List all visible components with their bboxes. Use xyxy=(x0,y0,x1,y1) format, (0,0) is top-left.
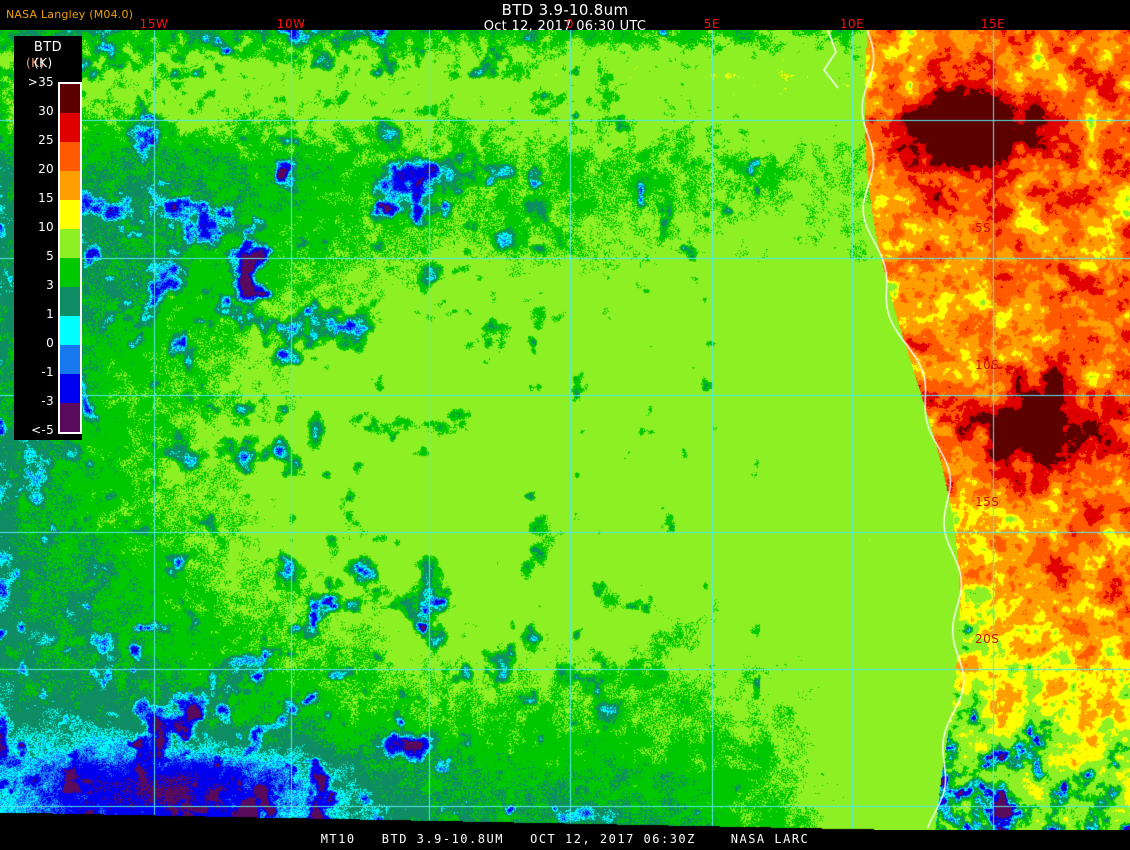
map-canvas-container xyxy=(0,30,1130,830)
colorbar-swatch xyxy=(60,345,80,374)
latitude-label: 20S xyxy=(975,632,1000,646)
longitude-label: 5E xyxy=(703,17,721,31)
colorbar-swatch xyxy=(60,142,80,171)
colorbar-tick-label: -1 xyxy=(41,365,54,379)
colorbar-tick-label: <-5 xyxy=(31,423,54,437)
agency-tag: NASA Langley (M04.0) xyxy=(6,8,134,21)
colorbar-tick-label: 15 xyxy=(38,191,54,205)
colorbar-swatch xyxy=(60,287,80,316)
footer-bar: MT10 BTD 3.9-10.8UM OCT 12, 2017 06:30Z … xyxy=(0,830,1130,850)
colorbar-unit: (K) xyxy=(34,56,53,70)
colorbar-tick-label: >35 xyxy=(27,75,54,89)
longitude-label: 15W xyxy=(139,17,169,31)
colorbar-swatch xyxy=(60,403,80,432)
colorbar-swatch xyxy=(60,171,80,200)
colorbar-swatch xyxy=(60,113,80,142)
colorbar-tick-label: 0 xyxy=(46,336,54,350)
latitude-label: 5S xyxy=(975,221,992,235)
colorbar-tick-label: 1 xyxy=(46,307,54,321)
colorbar-gradient xyxy=(58,82,82,434)
colorbar-tick-group: >35 30 25 20 15 10 5 3 1 0 -1 -3 <-5 xyxy=(14,75,56,437)
colorbar-tick-label: 20 xyxy=(38,162,54,176)
colorbar-swatch xyxy=(60,258,80,287)
longitude-label: 10E xyxy=(839,17,865,31)
longitude-label: 0 xyxy=(565,17,575,31)
colorbar-swatch xyxy=(60,200,80,229)
colorbar-swatch xyxy=(60,374,80,403)
colorbar-unit-shadow: (K) xyxy=(26,56,45,70)
colorbar-swatch xyxy=(60,229,80,258)
colorbar-tick-label: 30 xyxy=(38,104,54,118)
longitude-label: 10W xyxy=(276,17,306,31)
colorbar-tick-label: 5 xyxy=(46,249,54,263)
colorbar-swatch xyxy=(60,84,80,113)
latitude-label: 10S xyxy=(975,358,1000,372)
page-subtitle: Oct 12, 2017 06:30 UTC xyxy=(483,19,647,34)
page-title: BTD 3.9-10.8um xyxy=(501,1,629,19)
btd-heatmap-canvas xyxy=(0,30,1130,830)
latitude-label: 15S xyxy=(975,495,1000,509)
colorbar-tick-label: 25 xyxy=(38,133,54,147)
colorbar-panel: BTD (K) (K) >35 30 25 20 15 10 5 3 1 0 -1 -3 <-5 xyxy=(14,36,82,440)
colorbar-title: BTD xyxy=(33,40,63,55)
colorbar-tick-label: -3 xyxy=(41,394,54,408)
header-bar: NASA Langley (M04.0) BTD 3.9-10.8um Oct … xyxy=(0,0,1130,34)
longitude-label: 15E xyxy=(980,17,1006,31)
colorbar-tick-label: 3 xyxy=(46,278,54,292)
colorbar-tick-label: 10 xyxy=(38,220,54,234)
footer-caption: MT10 BTD 3.9-10.8UM OCT 12, 2017 06:30Z … xyxy=(320,832,810,846)
colorbar-swatch xyxy=(60,316,80,345)
